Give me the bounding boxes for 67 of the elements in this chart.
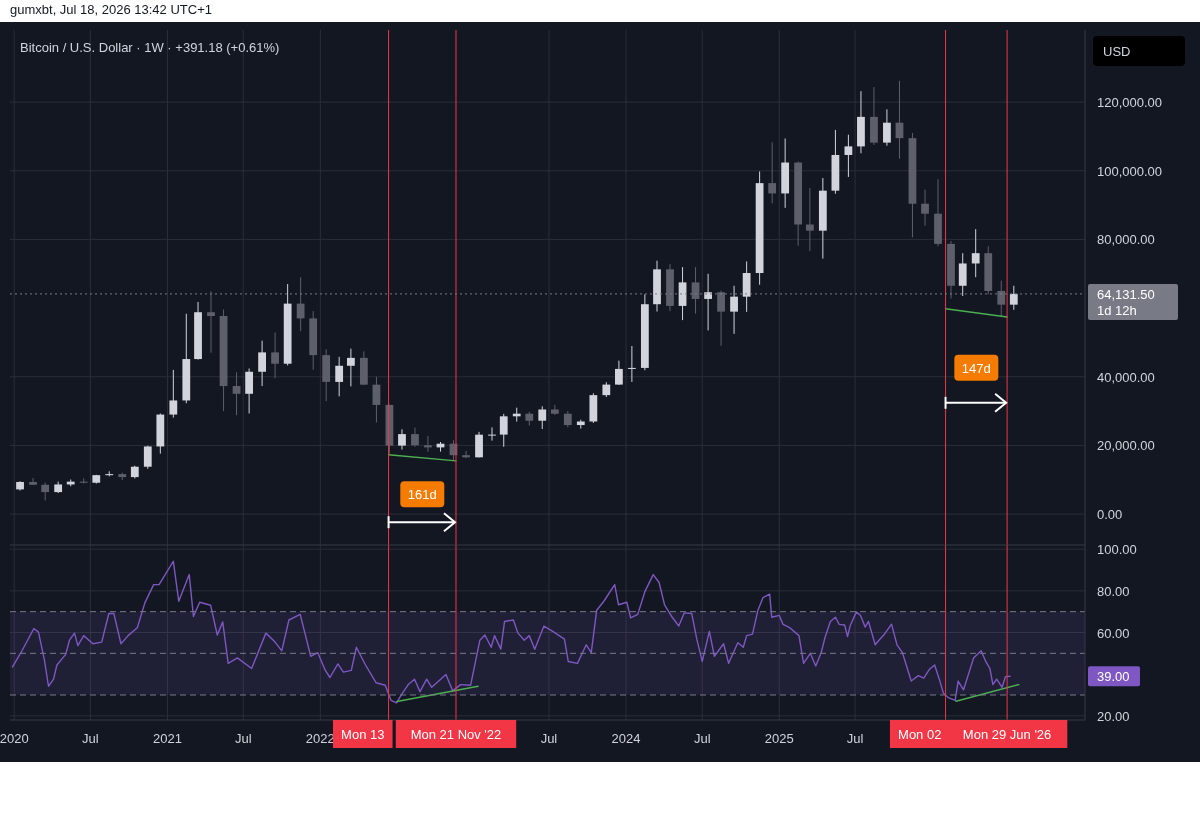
x-tick-label: Jul xyxy=(540,731,558,746)
y-tick-label: 80,000.00 xyxy=(1097,232,1155,248)
candlestick xyxy=(742,260,751,313)
candlestick xyxy=(258,340,266,387)
candlestick xyxy=(232,371,241,416)
x-tick-label: Jul xyxy=(234,731,252,746)
y-tick-label: 60.00 xyxy=(1097,625,1130,641)
y-tick-label: 40,000.00 xyxy=(1097,369,1155,385)
candlestick xyxy=(805,187,814,252)
y-tick-label: 120,000.00 xyxy=(1097,95,1163,111)
candlestick xyxy=(730,285,738,335)
candlestick xyxy=(488,426,496,442)
text: USD xyxy=(1103,44,1131,59)
candlestick xyxy=(538,405,547,430)
candlestick xyxy=(704,273,712,331)
candlestick xyxy=(462,450,470,459)
candlestick xyxy=(29,477,37,486)
ref-line-label: Mon 21 Nov '22 xyxy=(410,727,502,742)
x-tick-label: Jul xyxy=(82,731,99,746)
x-tick-label: 2024 xyxy=(611,731,641,746)
candlestick xyxy=(271,331,279,379)
candlestick xyxy=(921,189,929,227)
y-tick-label: 100.00 xyxy=(1097,542,1137,558)
candlestick xyxy=(499,413,508,448)
ref-line-label: 64,131.50 xyxy=(1097,286,1155,302)
ref-line-label: Mon 13 xyxy=(341,727,385,742)
annotation: 147d xyxy=(961,360,991,376)
candlestick xyxy=(1009,285,1018,311)
y-tick-label: 20,000.00 xyxy=(1097,438,1155,454)
candlestick xyxy=(411,427,419,448)
x-tick-label: Jul xyxy=(846,731,864,746)
text: 39.00 xyxy=(1097,669,1130,685)
candlestick xyxy=(475,431,483,458)
candlestick xyxy=(207,290,215,354)
candlestick xyxy=(958,252,967,297)
candlestick xyxy=(615,360,623,386)
text: Bitcoin / U.S. Dollar · 1W · +391.18 (+0.61%) xyxy=(20,40,280,55)
text: gumxbt, Jul 18, 2026 13:42 UTC+1 xyxy=(10,2,212,17)
candlestick xyxy=(997,280,1006,318)
x-tick-label: 2021 xyxy=(153,731,182,746)
ref-line-label: Mon 29 Jun '26 xyxy=(962,727,1052,742)
candlestick xyxy=(424,435,432,453)
candlestick xyxy=(768,141,777,204)
candlestick xyxy=(169,369,178,419)
x-tick-label: 2022 xyxy=(305,731,335,746)
y-tick-label: 0.00 xyxy=(1097,507,1123,523)
line-series xyxy=(11,560,1011,704)
annotation: 161d xyxy=(407,487,437,503)
y-tick-label: 100,000.00 xyxy=(1097,163,1163,179)
candlestick xyxy=(971,228,980,278)
candlestick xyxy=(883,108,891,147)
x-tick-label: Jul xyxy=(693,731,711,746)
y-tick-label: 80.00 xyxy=(1097,583,1130,599)
text: 1d 12h xyxy=(1097,302,1137,318)
ref-line-label: Mon 02 xyxy=(898,727,942,742)
candlestick xyxy=(245,368,254,414)
candlestick xyxy=(335,356,344,397)
x-tick-label: 2025 xyxy=(764,731,794,746)
candlestick xyxy=(844,134,853,178)
candlestick xyxy=(346,348,355,387)
candlestick xyxy=(79,477,88,485)
candlestick xyxy=(296,276,305,332)
candlestick xyxy=(398,428,406,451)
candlestick xyxy=(717,290,725,347)
candlestick xyxy=(627,345,636,383)
y-tick-label: 20.00 xyxy=(1097,708,1130,724)
x-tick-label: 2020 xyxy=(0,731,29,746)
